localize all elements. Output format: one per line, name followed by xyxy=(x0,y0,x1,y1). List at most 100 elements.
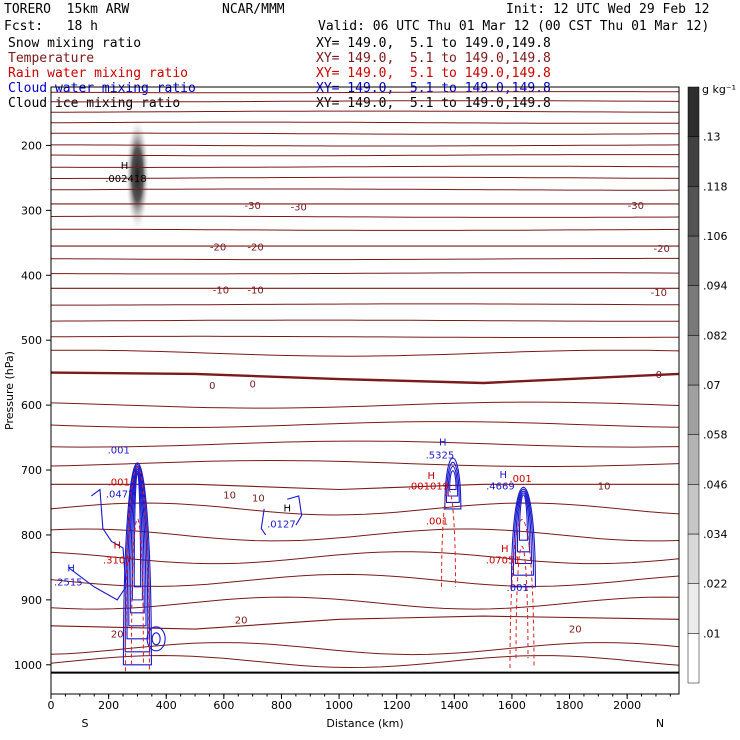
isotherm xyxy=(50,121,679,124)
y-tick-label: 400 xyxy=(21,269,42,282)
cloud-water-contour xyxy=(133,472,142,588)
contour-label: H xyxy=(121,161,129,172)
contour-label: -20 xyxy=(210,243,226,254)
isotherm xyxy=(50,642,680,656)
colorbar-tick-label: .01 xyxy=(703,627,721,640)
colorbar-cell xyxy=(687,136,700,187)
cloud-water-contour xyxy=(287,495,303,526)
isotherm xyxy=(50,349,680,357)
isotherm xyxy=(50,654,680,669)
isotherm xyxy=(50,551,680,565)
contour-label: H xyxy=(500,470,508,481)
contour-label: -30 xyxy=(628,201,644,212)
isotherm xyxy=(51,228,680,231)
x-tick-label: 1400 xyxy=(440,699,468,712)
cloud-water-contour xyxy=(122,462,152,666)
colorbar-cell xyxy=(687,186,700,237)
contour-label: .3107 xyxy=(103,556,132,567)
field-name-cloud-ice: Cloud ice mixing ratio xyxy=(8,96,181,111)
isotherm-0 xyxy=(50,371,680,385)
header-center: NCAR/MMM xyxy=(222,2,285,17)
contour-label: 10 xyxy=(223,491,236,502)
y-tick-label: 300 xyxy=(21,204,42,217)
contour-label: 10 xyxy=(598,482,611,493)
contour-label: 20 xyxy=(111,630,124,641)
cloud-water-contour xyxy=(67,488,127,601)
colorbar-tick-label: .094 xyxy=(703,280,728,293)
cloud-water-contour xyxy=(512,488,534,576)
x-axis-title: Distance (km) xyxy=(326,717,403,730)
isotherm xyxy=(50,188,680,191)
isotherm xyxy=(50,440,680,448)
contour-label: 0 xyxy=(209,381,215,392)
rain-contour xyxy=(124,466,150,672)
colorbar-tick-label: .058 xyxy=(703,429,728,442)
rain-contour xyxy=(509,519,535,669)
contour-label: 20 xyxy=(569,624,582,635)
isotherm xyxy=(50,573,680,587)
cloud-water-contour xyxy=(128,467,147,627)
colorbar-cell xyxy=(687,335,700,386)
field-name-temperature: Temperature xyxy=(8,51,95,66)
colorbar-cell xyxy=(687,484,700,535)
cloud-water-contour xyxy=(260,508,267,536)
isotherm-10 xyxy=(51,483,679,491)
isotherm xyxy=(51,303,680,306)
contour-label: H xyxy=(501,544,509,555)
contour-label: .001 xyxy=(108,445,130,456)
isotherm xyxy=(50,165,680,169)
y-axis-title: Pressure (hPa) xyxy=(3,351,16,430)
contour-label: .001 xyxy=(108,478,130,489)
header-fcst: Fcst: 18 h xyxy=(4,19,98,34)
contour-label: H xyxy=(427,471,435,482)
y-tick-label: 200 xyxy=(21,139,42,152)
contour-label: 10 xyxy=(252,493,265,504)
contour-label: .002418 xyxy=(105,174,146,185)
isotherm xyxy=(50,154,679,157)
colorbar-tick-label: .022 xyxy=(703,578,728,591)
contour-label: -20 xyxy=(247,243,263,254)
contour-label: 0 xyxy=(656,370,662,381)
cloud-water-contour xyxy=(518,494,528,541)
plot-frame xyxy=(50,86,680,695)
field-name-snow: Snow mixing ratio xyxy=(8,36,142,51)
x-tick-label: 1000 xyxy=(325,699,353,712)
cloud-water-contour xyxy=(449,470,457,491)
isotherm xyxy=(51,272,680,275)
x-tick-label: 2000 xyxy=(613,699,641,712)
colorbar-cell xyxy=(687,633,700,684)
y-tick-label: 500 xyxy=(21,334,42,347)
colorbar: .01 .022 .034 .046 .058 .07 .082 .094 .106 .118 .1… xyxy=(687,83,736,684)
colorbar-unit: g kg⁻¹ xyxy=(702,83,736,96)
x-tick-label: 800 xyxy=(271,699,292,712)
contour-label: .0127 xyxy=(267,519,296,530)
colorbar-tick-label: .046 xyxy=(703,478,728,491)
contour-label: H xyxy=(439,437,447,448)
colorbar-cell xyxy=(687,533,700,584)
header-model: TORERO 15km ARW xyxy=(4,2,130,17)
header-init: Init: 12 UTC Wed 29 Feb 12 xyxy=(506,2,710,17)
x-tick-label: 200 xyxy=(98,699,119,712)
colorbar-cell xyxy=(687,434,700,485)
x-end-label-right: N xyxy=(656,717,664,730)
cloud-water-contour xyxy=(510,486,536,588)
colorbar-tick-label: .082 xyxy=(703,329,728,342)
y-tick-label: 800 xyxy=(21,529,42,542)
x-tick-label: 1600 xyxy=(498,699,526,712)
cloud-water-contour xyxy=(131,470,143,601)
contour-label: -10 xyxy=(247,286,263,297)
x-tick-label: 400 xyxy=(156,699,177,712)
contour-label: H xyxy=(283,504,291,515)
cloud-water-contour xyxy=(151,632,161,646)
isotherm xyxy=(50,91,679,94)
colorbar-tick-label: .13 xyxy=(703,131,721,144)
contour-label: .001 xyxy=(507,583,529,594)
rain-contour xyxy=(441,489,457,587)
contour-labels: -30 -30 -30 -20 -20 -20 -10 -10 -10 0 0 0 10 10 10 20 20… xyxy=(54,161,670,641)
temperature-contours xyxy=(50,91,680,669)
contour-label: .5325 xyxy=(426,450,455,461)
field-range-snow: XY= 149.0, 5.1 to 149.0,149.8 xyxy=(316,36,551,51)
isotherm xyxy=(50,132,680,135)
isotherm xyxy=(50,596,680,610)
colorbar-tick-label: .118 xyxy=(703,180,728,193)
